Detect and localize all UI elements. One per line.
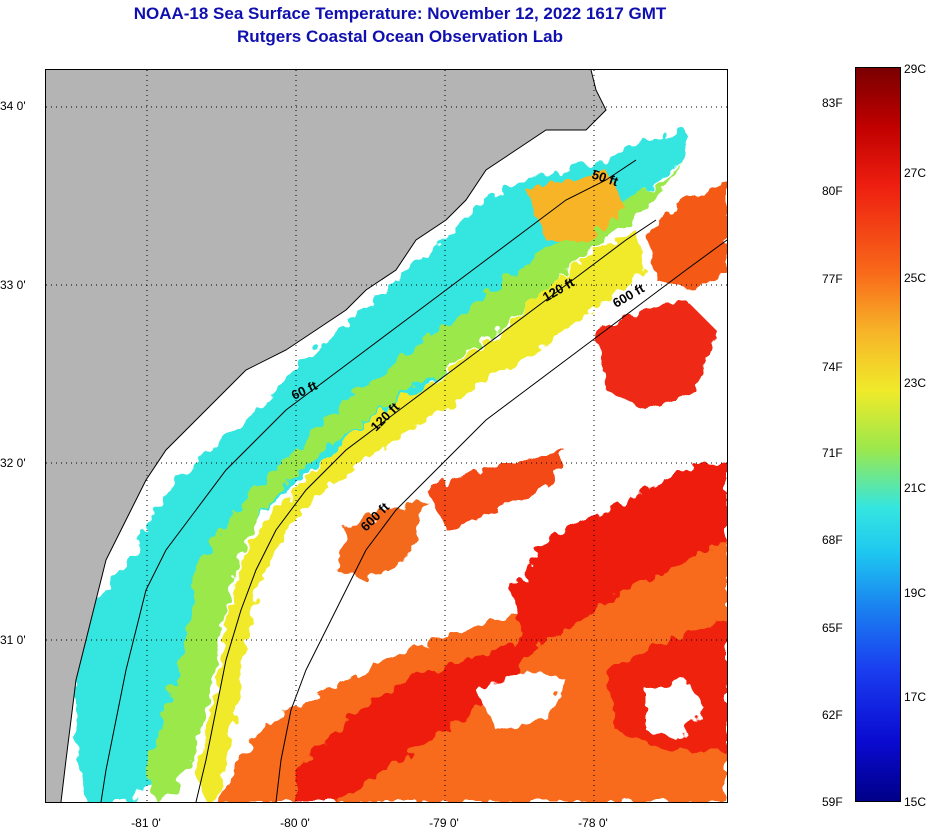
cloud-mask [346, 370, 706, 740]
colorbar-f-68: 68F [822, 533, 843, 547]
colorbar-f-80: 80F [822, 184, 843, 198]
contour-50ft [100, 159, 637, 802]
lat-label-31: 31 0' [0, 633, 26, 647]
map-subtitle: Rutgers Coastal Ocean Observation Lab [237, 27, 563, 46]
colorbar-f-59: 59F [822, 795, 843, 809]
colorbar-f-62: 62F [822, 708, 843, 722]
lon-label-78: -78 0' [578, 816, 608, 830]
contour-600ft [275, 239, 727, 802]
colorbar [855, 67, 901, 802]
sst-map: 50 ft 120 ft 600 ft 60 ft 120 ft 600 ft [45, 69, 728, 803]
colorbar-f-65: 65F [822, 621, 843, 635]
coastline [60, 70, 607, 802]
colorbar-f-74: 74F [822, 360, 843, 374]
colorbar-c-15: 15C [904, 795, 927, 809]
colorbar-f-83: 83F [822, 96, 843, 110]
colorbar-c-19: 19C [904, 586, 927, 600]
graticule [46, 70, 727, 802]
colorbar-c-21: 21C [904, 481, 927, 495]
colorbar-c-17: 17C [904, 690, 927, 704]
colorbar-c-27: 27C [904, 166, 927, 180]
lon-label-80: -80 0' [280, 816, 310, 830]
lat-label-33: 33 0' [0, 278, 26, 292]
contour-120ft [195, 219, 657, 802]
colorbar-f-77: 77F [822, 272, 843, 286]
map-title: NOAA-18 Sea Surface Temperature: Novembe… [133, 4, 667, 23]
lat-label-34: 34 0' [0, 99, 26, 113]
colorbar-c-29: 29C [904, 62, 927, 76]
lon-label-79: -79 0' [429, 816, 459, 830]
lat-label-32: 32 0' [0, 456, 26, 470]
colorbar-c-23: 23C [904, 376, 927, 390]
land-mass [46, 70, 606, 802]
lon-label-81: -81 0' [131, 816, 161, 830]
colorbar-f-71: 71F [822, 446, 843, 460]
colorbar-c-25: 25C [904, 271, 927, 285]
